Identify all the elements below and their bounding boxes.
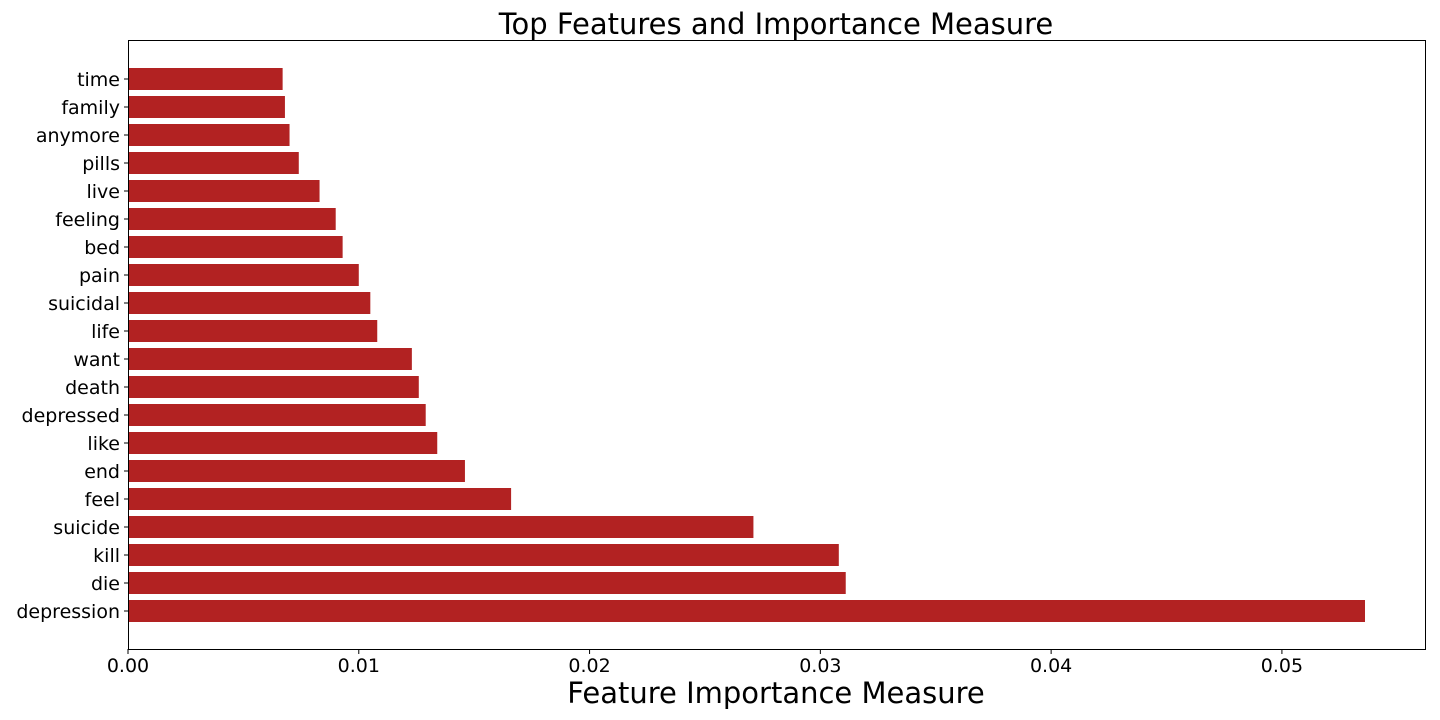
- y-tick-label: bed: [84, 237, 120, 259]
- bar-feel: [128, 488, 512, 510]
- bar-death: [128, 376, 419, 398]
- x-tick-label: 0.02: [568, 655, 610, 677]
- y-tick-label: die: [91, 573, 120, 595]
- plot-frame: [128, 40, 1426, 650]
- y-tick-label: suicidal: [48, 293, 120, 315]
- y-tick-label: time: [77, 69, 120, 91]
- bar-depressed: [128, 404, 426, 426]
- bar-pills: [128, 152, 299, 174]
- bar-want: [128, 348, 412, 370]
- bar-live: [128, 180, 320, 202]
- y-tick-label: suicide: [53, 517, 120, 539]
- bar-end: [128, 460, 465, 482]
- x-tick-label: 0.01: [338, 655, 380, 677]
- y-tick-label: end: [84, 461, 120, 483]
- bar-suicide: [128, 516, 754, 538]
- y-tick-label: anymore: [36, 125, 120, 147]
- x-tick-label: 0.04: [1030, 655, 1072, 677]
- bar-anymore: [128, 124, 290, 146]
- x-axis-ticks: 0.00 0.01 0.02 0.03 0.04 0.05: [107, 649, 1303, 677]
- y-tick-label: depressed: [22, 405, 120, 427]
- y-tick-label: life: [91, 321, 120, 343]
- bar-die: [128, 572, 846, 594]
- bar-pain: [128, 264, 359, 286]
- bar-kill: [128, 544, 839, 566]
- x-tick-label: 0.05: [1261, 655, 1303, 677]
- x-axis-label: Feature Importance Measure: [567, 676, 984, 710]
- y-tick-label: feeling: [55, 209, 120, 231]
- bar-feeling: [128, 208, 336, 230]
- x-tick-label: 0.03: [799, 655, 841, 677]
- bar-suicidal: [128, 292, 371, 314]
- y-tick-label: feel: [85, 489, 120, 511]
- y-tick-label: death: [65, 377, 120, 399]
- y-tick-label: family: [61, 97, 120, 119]
- y-tick-label: want: [73, 349, 120, 371]
- y-tick-label: pills: [82, 153, 120, 175]
- bar-family: [128, 96, 285, 118]
- bar-like: [128, 432, 438, 454]
- y-tick-label: live: [87, 181, 121, 203]
- bar-life: [128, 320, 378, 342]
- y-axis-ticks: depression die kill suicide feel end like depre…: [16, 69, 128, 623]
- y-tick-label: kill: [93, 545, 120, 567]
- bar-bed: [128, 236, 343, 258]
- y-tick-label: like: [87, 433, 120, 455]
- y-tick-label: depression: [16, 601, 120, 623]
- chart-title: Top Features and Importance Measure: [498, 7, 1054, 41]
- x-tick-label: 0.00: [107, 655, 149, 677]
- bars-layer: [128, 68, 1365, 622]
- bar-depression: [128, 600, 1365, 622]
- y-tick-label: pain: [79, 265, 120, 287]
- bar-time: [128, 68, 283, 90]
